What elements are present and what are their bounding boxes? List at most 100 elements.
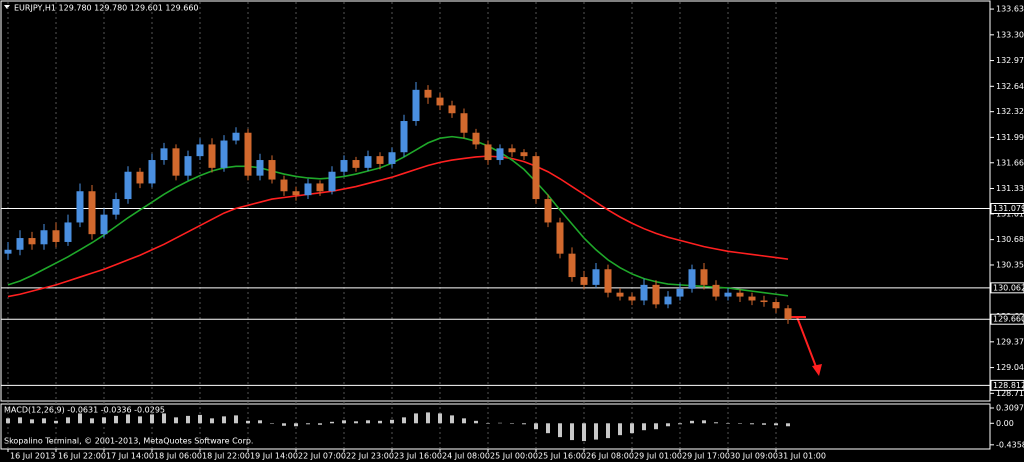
- level-label: 129.660: [993, 315, 1024, 324]
- macd-bar: [630, 423, 634, 434]
- candle-body: [448, 105, 456, 114]
- y-tick-label: 128.710: [996, 389, 1024, 398]
- x-tick-label: 29 Jul 17:00: [682, 452, 730, 461]
- candle-body: [208, 144, 216, 168]
- macd-bar: [594, 423, 598, 440]
- macd-bar: [318, 423, 322, 425]
- candle-body: [472, 132, 480, 145]
- macd-bar: [774, 423, 778, 426]
- macd-bar: [294, 423, 298, 427]
- candle-body: [568, 253, 576, 278]
- macd-bar: [522, 423, 526, 425]
- macd-bar: [618, 423, 622, 436]
- macd-bar: [642, 423, 646, 431]
- y-tick-label: 132.320: [996, 107, 1024, 116]
- macd-bar: [462, 418, 466, 424]
- candle-body: [364, 156, 372, 168]
- macd-bar: [690, 420, 694, 424]
- candle-body: [76, 191, 84, 223]
- y-tick-label: 132.975: [996, 56, 1024, 65]
- candle-body: [592, 269, 600, 285]
- candle-body: [4, 249, 12, 254]
- macd-bar: [390, 419, 394, 424]
- moving-average: [7, 155, 789, 298]
- candle-body: [388, 152, 396, 164]
- macd-bar: [714, 422, 718, 424]
- copyright: Skopalino Terminal, © 2001-2013, MetaQuo…: [4, 437, 253, 446]
- macd-bar: [30, 419, 34, 424]
- candle-body: [736, 292, 744, 297]
- candle-body: [616, 292, 624, 297]
- candle-body: [460, 113, 468, 133]
- candle-body: [712, 284, 720, 297]
- macd-bar: [414, 413, 418, 424]
- macd-bar: [366, 420, 370, 424]
- y-tick-label: 131.335: [996, 184, 1024, 193]
- macd-bar: [702, 420, 706, 424]
- candle-body: [664, 296, 672, 305]
- candle-body: [124, 171, 132, 200]
- candle-body: [64, 222, 72, 242]
- candle-body: [280, 179, 288, 192]
- forecast-arrowhead: [812, 364, 822, 376]
- x-tick-label: 22 Jul 23:00: [346, 452, 394, 461]
- x-tick-label: 18 Jul 22:00: [202, 452, 250, 461]
- macd-bar: [258, 420, 262, 424]
- macd-bar: [510, 423, 514, 424]
- menu-arrow[interactable]: [4, 5, 10, 9]
- macd-bar: [222, 416, 226, 424]
- x-tick-label: 18 Jul 06:00: [154, 452, 202, 461]
- macd-title: MACD(12,26,9) -0.0631 -0.0336 -0.0295: [4, 406, 165, 415]
- y-tick-label: 131.665: [996, 158, 1024, 167]
- macd-bar: [126, 414, 130, 424]
- macd-bar: [606, 423, 610, 439]
- y-tick-label: 0.00: [996, 419, 1014, 428]
- macd-bar: [762, 423, 766, 425]
- candle-body: [112, 199, 120, 215]
- x-tick-label: 16 Jul 22:00: [58, 452, 106, 461]
- x-tick-label: 17 Jul 14:00: [106, 452, 154, 461]
- y-tick-label: 129.040: [996, 363, 1024, 372]
- macd-bar: [270, 423, 274, 424]
- macd-bar: [90, 418, 94, 424]
- macd-bar: [18, 417, 22, 424]
- candle-body: [484, 144, 492, 161]
- x-tick-label: 19 Jul 14:00: [250, 452, 298, 461]
- candle-body: [292, 191, 300, 196]
- candle-body: [256, 160, 264, 176]
- candle-body: [436, 97, 444, 106]
- macd-bar: [138, 416, 142, 424]
- macd-bar: [102, 417, 106, 424]
- macd-bar: [198, 414, 202, 424]
- x-tick-label: 29 Jul 01:00: [634, 452, 682, 461]
- candle-body: [760, 300, 768, 303]
- candle-body: [88, 191, 96, 235]
- macd-frame: [0, 403, 991, 450]
- macd-bar: [378, 420, 382, 424]
- main-frame: [0, 0, 991, 402]
- macd-bar: [246, 420, 250, 424]
- candle-body: [40, 230, 48, 245]
- candle-body: [520, 152, 528, 157]
- candle-body: [400, 121, 408, 153]
- candle-body: [676, 288, 684, 297]
- level-label: 128.812: [993, 381, 1024, 390]
- candle-body: [748, 296, 756, 301]
- x-tick-label: 30 Jul 09:00: [730, 452, 778, 461]
- level-box: [990, 282, 1024, 294]
- macd-bar: [78, 413, 82, 424]
- candle-body: [352, 160, 360, 168]
- macd-bar: [654, 423, 658, 430]
- candle-body: [136, 171, 144, 184]
- macd-bar: [306, 423, 310, 425]
- macd-bar: [678, 423, 682, 425]
- y-tick-label: 131.990: [996, 133, 1024, 142]
- macd-bar: [330, 421, 334, 424]
- macd-bar: [558, 423, 562, 438]
- x-tick-label: 26 Jul 08:00: [586, 452, 634, 461]
- macd-bar: [738, 423, 742, 424]
- x-tick-label: 22 Jul 07:00: [298, 452, 346, 461]
- macd-bar: [726, 423, 730, 424]
